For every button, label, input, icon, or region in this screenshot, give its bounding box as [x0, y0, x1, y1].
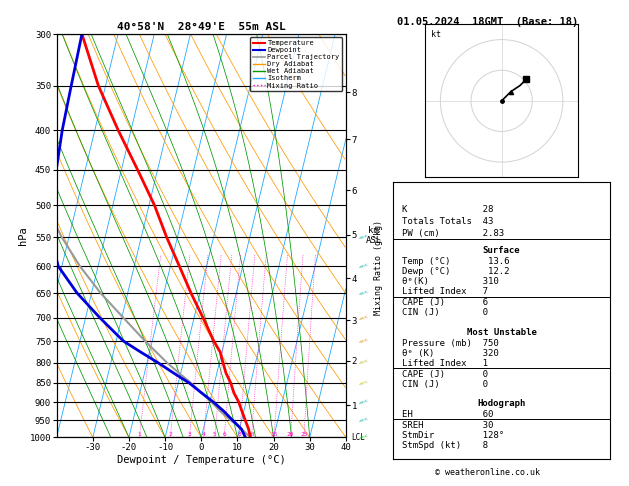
- Text: 3: 3: [187, 433, 191, 437]
- Text: Totals Totals  43: Totals Totals 43: [402, 217, 493, 226]
- Text: Lifted Index   7: Lifted Index 7: [402, 287, 488, 296]
- Text: <<<: <<<: [358, 233, 369, 241]
- Text: θᵉ (K)         320: θᵉ (K) 320: [402, 349, 499, 358]
- Text: CAPE (J)       6: CAPE (J) 6: [402, 298, 488, 307]
- Text: Temp (°C)       13.6: Temp (°C) 13.6: [402, 257, 509, 266]
- Text: © weatheronline.co.uk: © weatheronline.co.uk: [435, 468, 540, 477]
- Text: LCL: LCL: [352, 433, 365, 442]
- Text: PW (cm)        2.83: PW (cm) 2.83: [402, 229, 504, 238]
- Text: Most Unstable: Most Unstable: [467, 328, 537, 337]
- Text: Mixing Ratio (g/kg): Mixing Ratio (g/kg): [374, 220, 383, 315]
- Text: 2: 2: [169, 433, 172, 437]
- Y-axis label: km
ASL: km ASL: [365, 226, 382, 245]
- Text: SREH           30: SREH 30: [402, 421, 493, 430]
- Text: <<<: <<<: [358, 434, 369, 441]
- Text: <<<: <<<: [358, 416, 369, 424]
- Legend: Temperature, Dewpoint, Parcel Trajectory, Dry Adiabat, Wet Adiabat, Isotherm, Mi: Temperature, Dewpoint, Parcel Trajectory…: [250, 37, 342, 91]
- Text: 20: 20: [287, 433, 294, 437]
- Text: CIN (J)        0: CIN (J) 0: [402, 380, 488, 389]
- Text: 8: 8: [237, 433, 241, 437]
- Text: kt: kt: [431, 30, 441, 38]
- Text: StmDir         128°: StmDir 128°: [402, 431, 504, 440]
- Text: 5: 5: [213, 433, 216, 437]
- Text: <<<: <<<: [358, 398, 369, 406]
- Text: <<<: <<<: [358, 314, 369, 322]
- Text: <<<: <<<: [358, 359, 369, 366]
- Text: <<<: <<<: [358, 262, 369, 270]
- Text: 25: 25: [300, 433, 308, 437]
- Text: 01.05.2024  18GMT  (Base: 18): 01.05.2024 18GMT (Base: 18): [397, 17, 578, 27]
- Text: 6: 6: [222, 433, 226, 437]
- Text: 4: 4: [202, 433, 206, 437]
- Text: Pressure (mb)  750: Pressure (mb) 750: [402, 339, 499, 348]
- Text: 1: 1: [138, 433, 141, 437]
- X-axis label: Dewpoint / Temperature (°C): Dewpoint / Temperature (°C): [117, 455, 286, 465]
- Text: θᵉ(K)          310: θᵉ(K) 310: [402, 277, 499, 286]
- Title: 40°58'N  28°49'E  55m ASL: 40°58'N 28°49'E 55m ASL: [117, 22, 286, 32]
- Text: EH             60: EH 60: [402, 411, 493, 419]
- Text: <<<: <<<: [358, 379, 369, 387]
- Y-axis label: hPa: hPa: [18, 226, 28, 245]
- Text: Surface: Surface: [483, 245, 520, 255]
- Text: Lifted Index   1: Lifted Index 1: [402, 360, 488, 368]
- Text: <<<: <<<: [358, 289, 369, 297]
- Text: Dewp (°C)       12.2: Dewp (°C) 12.2: [402, 267, 509, 276]
- Text: Hodograph: Hodograph: [477, 399, 526, 408]
- Text: 10: 10: [248, 433, 255, 437]
- Text: CIN (J)        0: CIN (J) 0: [402, 308, 488, 317]
- Text: CAPE (J)       0: CAPE (J) 0: [402, 370, 488, 379]
- Text: <<<: <<<: [358, 337, 369, 345]
- Text: StmSpd (kt)    8: StmSpd (kt) 8: [402, 441, 488, 450]
- Text: K              28: K 28: [402, 206, 493, 214]
- Text: 15: 15: [270, 433, 278, 437]
